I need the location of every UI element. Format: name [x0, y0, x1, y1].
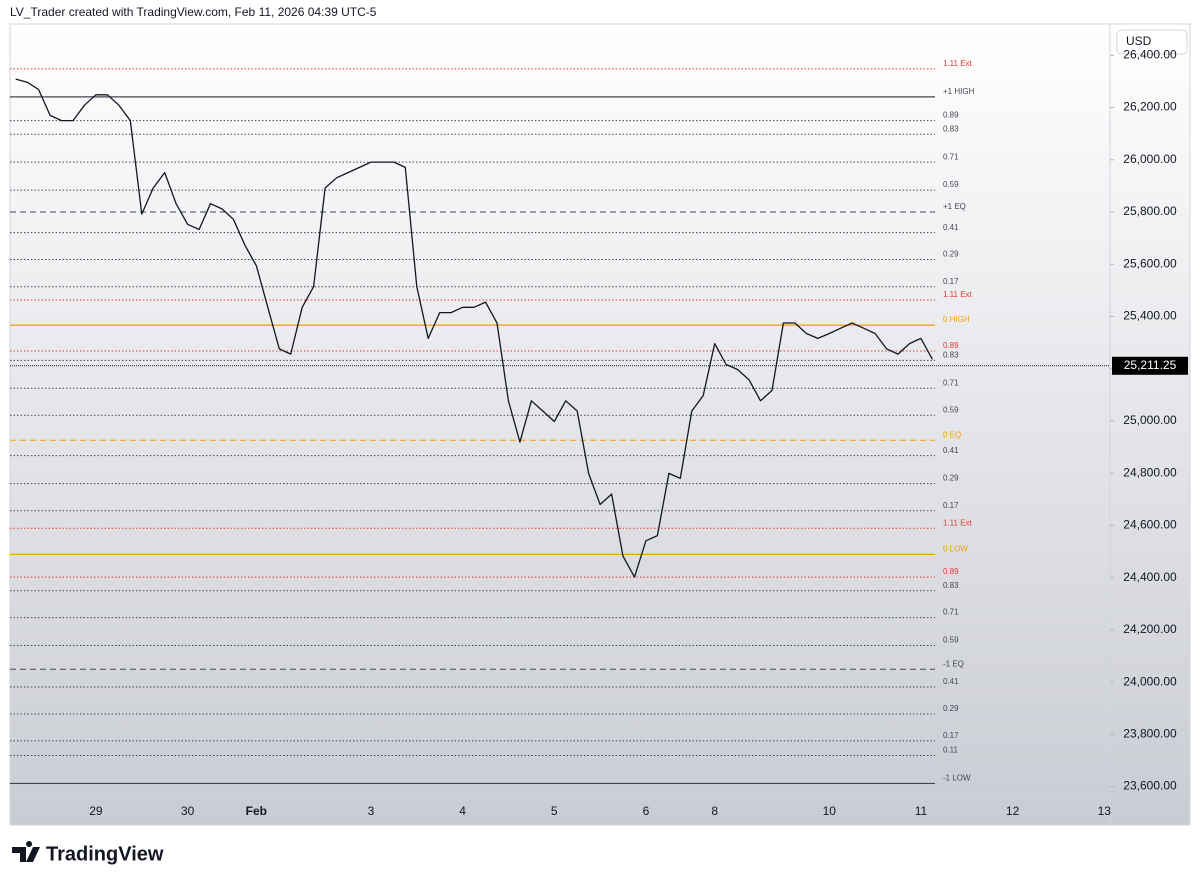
level-label: 0.29 — [943, 474, 959, 483]
level-label: +1 HIGH — [943, 87, 975, 96]
y-tick-label: 26,400.00 — [1123, 48, 1177, 62]
level-label: 1.11 Ext — [943, 59, 973, 68]
x-tick-label: 4 — [459, 804, 466, 818]
x-tick-label: 10 — [823, 804, 837, 818]
level-label: 1.11 Ext — [943, 518, 973, 527]
level-label: 0.17 — [943, 277, 959, 286]
last-price-label: 25,211.25 — [1124, 358, 1177, 372]
y-tick-label: 25,400.00 — [1123, 309, 1177, 323]
y-tick-label: 24,400.00 — [1123, 570, 1177, 584]
level-label: 0.29 — [943, 704, 959, 713]
level-label: 0.89 — [943, 567, 959, 576]
currency: USD — [1126, 34, 1152, 48]
x-tick-label: 13 — [1098, 804, 1112, 818]
x-tick-label: 11 — [915, 804, 928, 818]
level-label: 0.71 — [943, 608, 959, 617]
price-line — [15, 78, 933, 578]
x-tick-label: 8 — [711, 804, 718, 818]
brand-logo — [12, 841, 40, 862]
y-tick-label: 23,600.00 — [1123, 779, 1177, 793]
level-label: 0.17 — [943, 501, 959, 510]
level-label: 0.83 — [943, 350, 959, 359]
x-tick-label: 30 — [181, 804, 195, 818]
y-tick-label: 26,000.00 — [1123, 152, 1177, 166]
level-label: 0.41 — [943, 223, 959, 232]
x-tick-label: 6 — [643, 804, 650, 818]
level-label: -1 LOW — [943, 774, 971, 783]
level-label: +1 EQ — [943, 202, 966, 211]
level-label: 0.11 — [943, 746, 959, 755]
level-label: 0.59 — [943, 636, 959, 645]
x-tick-label: 29 — [89, 804, 103, 818]
x-tick-label: 3 — [368, 804, 375, 818]
y-tick-label: 26,200.00 — [1123, 100, 1177, 114]
level-label: 0.83 — [943, 581, 959, 590]
y-tick-label: 24,000.00 — [1123, 674, 1177, 688]
brand-name: TradingView — [46, 843, 164, 865]
level-label: 0.59 — [943, 180, 959, 189]
x-tick-label: Feb — [246, 804, 267, 818]
y-tick-label: 24,600.00 — [1123, 518, 1177, 532]
level-label: -1 EQ — [943, 659, 964, 668]
level-label: 0 LOW — [943, 545, 968, 554]
level-label: 1.11 Ext — [943, 290, 973, 299]
x-tick-label: 5 — [551, 804, 558, 818]
level-label: 0.89 — [943, 341, 959, 350]
level-label: 0.29 — [943, 250, 959, 259]
level-label: 0.41 — [943, 446, 959, 455]
chart-background — [9, 23, 1191, 826]
y-tick-label: 25,000.00 — [1123, 413, 1177, 427]
level-label: 0.83 — [943, 124, 959, 133]
y-tick-label: 23,800.00 — [1123, 726, 1177, 740]
level-label: 0.71 — [943, 378, 959, 387]
level-label: 0 EQ — [943, 430, 961, 439]
y-tick-label: 24,200.00 — [1123, 622, 1177, 636]
x-tick-label: 12 — [1006, 804, 1020, 818]
level-label: 0 HIGH — [943, 315, 970, 324]
level-label: 0.59 — [943, 405, 959, 414]
level-label: 0.41 — [943, 677, 959, 686]
y-tick-label: 25,600.00 — [1123, 256, 1177, 270]
currency-button[interactable] — [1116, 29, 1188, 55]
attribution: LV_Trader created with TradingView.com, … — [10, 5, 377, 19]
y-tick-label: 25,800.00 — [1123, 204, 1177, 218]
y-tick-label: 24,800.00 — [1123, 465, 1177, 479]
level-label: 0.71 — [943, 152, 959, 161]
last-price-tag — [1112, 356, 1188, 375]
level-label: 0.89 — [943, 111, 959, 120]
level-label: 0.17 — [943, 731, 959, 740]
